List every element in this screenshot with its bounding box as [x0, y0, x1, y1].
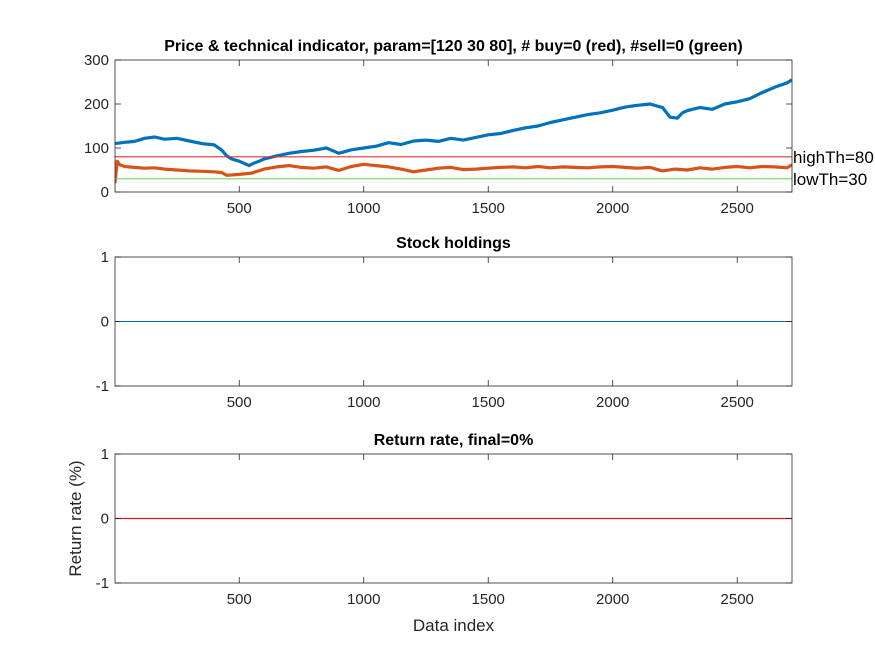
x-tick-label: 2000 [596, 591, 629, 608]
x-tick-label: 1500 [472, 591, 505, 608]
price-indicator-axes: 500 1000 1500 2000 2500 0 100 200 300 Price & tec… [84, 38, 874, 217]
y-tick-label: -1 [96, 575, 109, 592]
stock-holdings-axes: 500 1000 1500 2000 2500 -1 0 1 Stock holdings [96, 235, 793, 411]
threshold-annotation: highTh=80 [793, 148, 874, 167]
x-tick-label: 2000 [596, 200, 629, 217]
axes-box [114, 59, 793, 193]
x-tick-label: 1000 [347, 394, 380, 411]
y-tick-label: 1 [101, 446, 109, 463]
x-tick-label: 500 [227, 200, 252, 217]
y-tick-label: 300 [84, 52, 109, 69]
y-axis-label: Return rate (%) [66, 460, 85, 576]
series-group [115, 78, 792, 184]
price-line [115, 78, 792, 168]
y-tick-label: 200 [84, 96, 109, 113]
y-tick-label: 0 [101, 184, 109, 201]
y-tick-label: 0 [101, 511, 109, 528]
x-tick-label: 2500 [721, 200, 754, 217]
x-tick-label: 500 [227, 394, 252, 411]
y-tick-label: 1 [101, 249, 109, 266]
chart-title: Return rate, final=0% [374, 432, 534, 449]
x-tick-label: 1000 [347, 591, 380, 608]
x-tick-label: 1000 [347, 200, 380, 217]
chart-title: Price & technical indicator, param=[120 … [164, 38, 742, 55]
x-tick-label: 500 [227, 591, 252, 608]
y-tick-label: -1 [96, 378, 109, 395]
return-rate-axes: 500 1000 1500 2000 2500 -1 0 1 Return rate, fina… [66, 432, 793, 635]
threshold-annotation: lowTh=30 [793, 170, 867, 189]
chart-title: Stock holdings [396, 235, 511, 252]
x-axis-label: Data index [413, 616, 495, 635]
x-tick-label: 2500 [721, 591, 754, 608]
x-tick-label: 1500 [472, 394, 505, 411]
x-tick-label: 1500 [472, 200, 505, 217]
x-tick-label: 2000 [596, 394, 629, 411]
indicator-line [115, 159, 792, 184]
x-tick-label: 2500 [721, 394, 754, 411]
y-tick-label: 100 [84, 140, 109, 157]
y-tick-label: 0 [101, 314, 109, 331]
